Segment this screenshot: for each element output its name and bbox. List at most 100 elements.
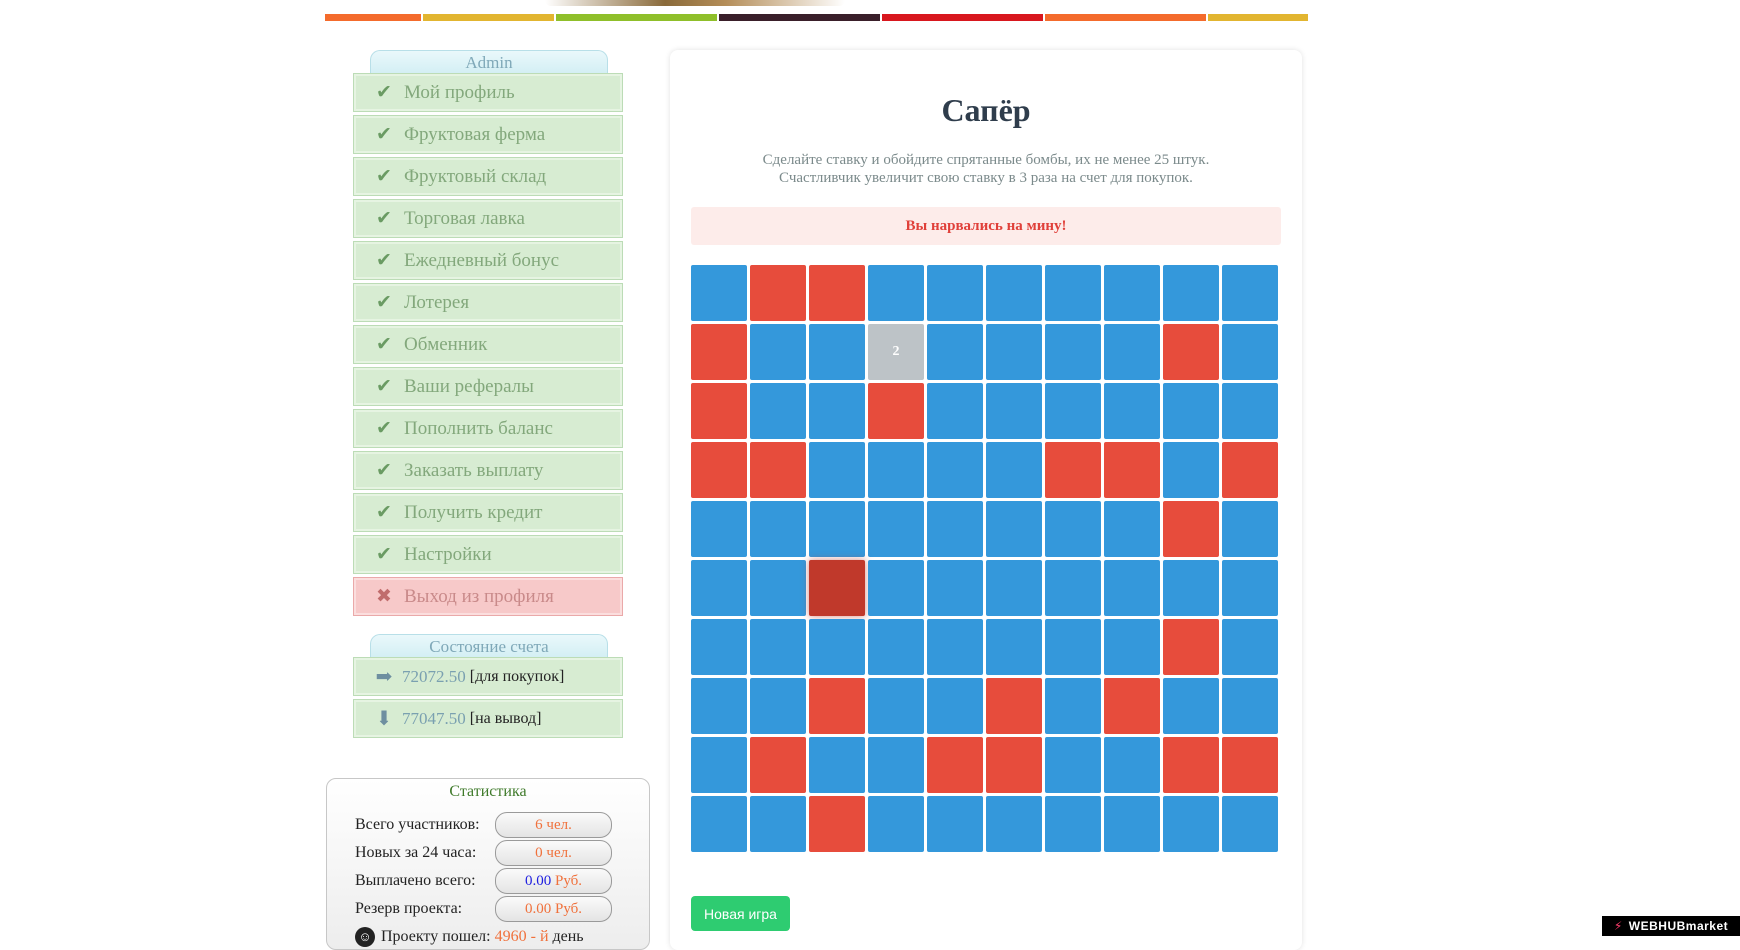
grid-cell-hidden[interactable] [1045, 560, 1101, 616]
grid-cell-mine[interactable] [809, 796, 865, 852]
grid-cell-hidden[interactable] [750, 501, 806, 557]
grid-cell-hidden[interactable] [868, 560, 924, 616]
grid-cell-hidden[interactable] [868, 501, 924, 557]
grid-cell-mine[interactable] [927, 737, 983, 793]
grid-cell-hidden[interactable] [868, 619, 924, 675]
grid-cell-hidden[interactable] [1104, 796, 1160, 852]
grid-cell-hidden[interactable] [1045, 383, 1101, 439]
grid-cell-hidden[interactable] [750, 324, 806, 380]
grid-cell-hidden[interactable] [868, 442, 924, 498]
sidebar-menu-item[interactable]: ✔ Обменник [353, 325, 623, 364]
grid-cell-hidden[interactable] [691, 501, 747, 557]
grid-cell-hidden[interactable] [1163, 796, 1219, 852]
new-game-button[interactable]: Новая игра [691, 896, 790, 931]
grid-cell-mine[interactable] [1222, 442, 1278, 498]
grid-cell-hidden[interactable] [809, 501, 865, 557]
grid-cell-mine[interactable] [750, 265, 806, 321]
grid-cell-hidden[interactable] [986, 796, 1042, 852]
grid-cell-hidden[interactable] [868, 678, 924, 734]
grid-cell-hit[interactable] [809, 560, 865, 616]
grid-cell-mine[interactable] [750, 737, 806, 793]
grid-cell-hidden[interactable] [1104, 383, 1160, 439]
grid-cell-hidden[interactable] [1222, 796, 1278, 852]
grid-cell-hidden[interactable] [1163, 442, 1219, 498]
grid-cell-hidden[interactable] [1045, 265, 1101, 321]
grid-cell-hidden[interactable] [1163, 678, 1219, 734]
grid-cell-hidden[interactable] [691, 265, 747, 321]
grid-cell-mine[interactable] [809, 265, 865, 321]
grid-cell-hidden[interactable] [750, 560, 806, 616]
grid-cell-mine[interactable] [1222, 737, 1278, 793]
grid-cell-hidden[interactable] [1222, 265, 1278, 321]
grid-cell-mine[interactable] [868, 383, 924, 439]
grid-cell-hidden[interactable] [986, 324, 1042, 380]
sidebar-menu-item[interactable]: ✔ Ежедневный бонус [353, 241, 623, 280]
grid-cell-hidden[interactable] [809, 442, 865, 498]
grid-cell-mine[interactable] [1163, 737, 1219, 793]
grid-cell-hidden[interactable] [927, 796, 983, 852]
grid-cell-hidden[interactable] [986, 560, 1042, 616]
grid-cell-hidden[interactable] [1163, 560, 1219, 616]
sidebar-menu-item[interactable]: ✔ Настройки [353, 535, 623, 574]
sidebar-menu-item[interactable]: ✔ Мой профиль [353, 73, 623, 112]
grid-cell-hidden[interactable] [927, 501, 983, 557]
grid-cell-hidden[interactable] [927, 619, 983, 675]
grid-cell-mine[interactable] [1163, 324, 1219, 380]
grid-cell-hidden[interactable] [691, 796, 747, 852]
grid-cell-hidden[interactable] [691, 560, 747, 616]
grid-cell-hidden[interactable] [1104, 265, 1160, 321]
grid-cell-hidden[interactable] [750, 796, 806, 852]
sidebar-menu-item[interactable]: ✔ Лотерея [353, 283, 623, 322]
grid-cell-hidden[interactable] [1045, 501, 1101, 557]
grid-cell-hidden[interactable] [927, 324, 983, 380]
grid-cell-hidden[interactable] [1104, 619, 1160, 675]
grid-cell-hidden[interactable] [927, 383, 983, 439]
grid-cell-hidden[interactable] [986, 265, 1042, 321]
webhub-badge[interactable]: ⚡ WEBHUBmarket [1602, 916, 1740, 936]
grid-cell-hidden[interactable] [1045, 678, 1101, 734]
grid-cell-mine[interactable] [750, 442, 806, 498]
sidebar-menu-item[interactable]: ✔ Фруктовая ферма [353, 115, 623, 154]
grid-cell-hidden[interactable] [1222, 560, 1278, 616]
grid-cell-hidden[interactable] [1045, 796, 1101, 852]
grid-cell-hidden[interactable] [809, 737, 865, 793]
sidebar-menu-item[interactable]: ✔ Получить кредит [353, 493, 623, 532]
grid-cell-hidden[interactable] [691, 678, 747, 734]
grid-cell-hidden[interactable] [809, 619, 865, 675]
grid-cell-hidden[interactable] [1045, 619, 1101, 675]
grid-cell-hidden[interactable] [1045, 324, 1101, 380]
grid-cell-mine[interactable] [691, 442, 747, 498]
grid-cell-mine[interactable] [1104, 442, 1160, 498]
grid-cell-hidden[interactable] [986, 501, 1042, 557]
grid-cell-hidden[interactable] [1222, 678, 1278, 734]
grid-cell-hidden[interactable] [927, 442, 983, 498]
grid-cell-hidden[interactable] [1222, 501, 1278, 557]
grid-cell-hidden[interactable] [986, 619, 1042, 675]
grid-cell-hidden[interactable] [809, 383, 865, 439]
grid-cell-hidden[interactable] [1163, 265, 1219, 321]
grid-cell-mine[interactable] [986, 678, 1042, 734]
grid-cell-hidden[interactable] [1104, 560, 1160, 616]
grid-cell-hidden[interactable] [868, 737, 924, 793]
grid-cell-hidden[interactable] [986, 442, 1042, 498]
grid-cell-hidden[interactable] [750, 678, 806, 734]
grid-cell-hidden[interactable] [1222, 619, 1278, 675]
grid-cell-open[interactable]: 2 [868, 324, 924, 380]
grid-cell-hidden[interactable] [927, 678, 983, 734]
grid-cell-hidden[interactable] [809, 324, 865, 380]
grid-cell-mine[interactable] [1163, 619, 1219, 675]
grid-cell-hidden[interactable] [868, 796, 924, 852]
sidebar-menu-item[interactable]: ✔ Заказать выплату [353, 451, 623, 490]
grid-cell-hidden[interactable] [1163, 383, 1219, 439]
grid-cell-mine[interactable] [809, 678, 865, 734]
grid-cell-hidden[interactable] [1045, 737, 1101, 793]
grid-cell-hidden[interactable] [927, 265, 983, 321]
grid-cell-hidden[interactable] [1104, 501, 1160, 557]
sidebar-menu-item[interactable]: ✔ Ваши рефералы [353, 367, 623, 406]
grid-cell-hidden[interactable] [1104, 737, 1160, 793]
grid-cell-hidden[interactable] [1222, 324, 1278, 380]
grid-cell-mine[interactable] [1045, 442, 1101, 498]
grid-cell-hidden[interactable] [691, 619, 747, 675]
grid-cell-hidden[interactable] [1222, 383, 1278, 439]
sidebar-menu-item[interactable]: ✔ Пополнить баланс [353, 409, 623, 448]
